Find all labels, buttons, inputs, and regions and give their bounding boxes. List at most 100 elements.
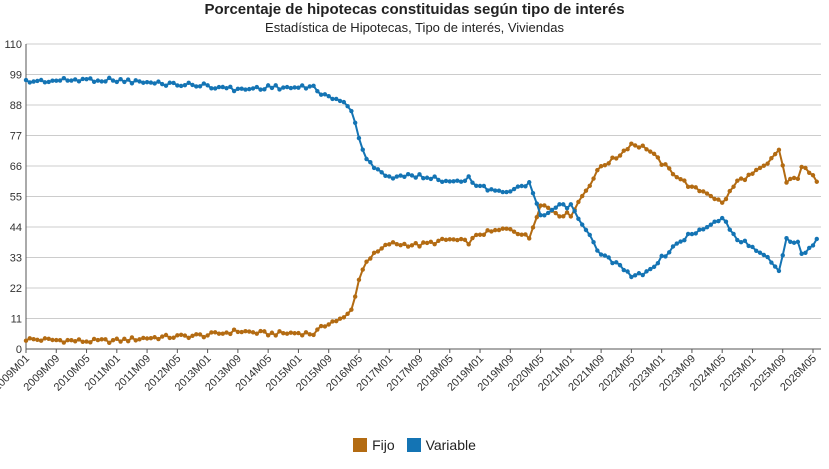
data-point-fijo xyxy=(99,337,104,342)
data-point-fijo xyxy=(644,147,649,152)
data-point-variable xyxy=(80,76,85,82)
data-point-fijo xyxy=(648,149,653,154)
legend-item-fijo[interactable]: Fijo xyxy=(353,437,395,453)
data-point-variable xyxy=(269,85,275,91)
data-point-fijo xyxy=(746,172,751,178)
data-point-fijo xyxy=(723,196,729,202)
data-point-fijo xyxy=(814,179,819,184)
data-point-variable xyxy=(107,75,112,81)
data-point-fijo xyxy=(731,184,736,189)
data-point-variable xyxy=(735,237,740,243)
data-point-fijo xyxy=(186,335,191,341)
data-point-fijo xyxy=(462,237,468,243)
data-point-fijo xyxy=(508,227,513,232)
data-point-variable xyxy=(258,87,263,92)
data-point-variable xyxy=(508,189,513,194)
data-point-variable xyxy=(746,243,751,249)
data-point-fijo xyxy=(201,334,207,340)
data-point-variable xyxy=(394,174,399,179)
data-point-fijo xyxy=(716,197,721,202)
data-point-fijo xyxy=(375,249,381,254)
data-point-fijo xyxy=(436,238,441,243)
data-point-fijo xyxy=(481,232,487,237)
data-point-variable xyxy=(99,79,104,84)
legend-item-variable[interactable]: Variable xyxy=(406,437,476,453)
data-point-variable xyxy=(409,173,415,178)
data-point-variable xyxy=(466,174,471,179)
data-point-fijo xyxy=(46,336,51,341)
data-point-variable xyxy=(576,216,581,222)
data-point-variable xyxy=(742,238,748,244)
data-point-fijo xyxy=(587,183,592,189)
data-point-variable xyxy=(231,88,237,94)
data-point-fijo xyxy=(545,205,551,210)
data-point-variable xyxy=(405,171,411,177)
data-point-variable xyxy=(292,85,297,90)
data-point-fijo xyxy=(171,335,176,340)
data-point-variable xyxy=(492,188,498,193)
data-point-fijo xyxy=(477,232,483,237)
data-point-variable xyxy=(814,236,819,242)
data-point-variable xyxy=(629,274,634,280)
data-point-fijo xyxy=(629,141,634,146)
data-point-variable xyxy=(360,147,365,152)
data-point-variable xyxy=(125,77,131,82)
data-point-variable xyxy=(273,83,278,88)
data-point-variable xyxy=(194,84,199,89)
data-point-variable xyxy=(144,80,150,85)
data-point-fijo xyxy=(387,242,392,247)
data-point-variable xyxy=(334,96,339,102)
data-point-variable xyxy=(65,78,70,83)
data-point-variable xyxy=(617,262,623,268)
legend-label-fijo: Fijo xyxy=(372,437,395,453)
data-point-variable xyxy=(356,135,362,141)
data-point-fijo xyxy=(110,337,116,343)
data-point-fijo xyxy=(682,178,687,183)
data-point-variable xyxy=(704,224,710,230)
data-point-variable xyxy=(42,80,48,85)
y-tick-label: 22 xyxy=(10,283,22,295)
data-point-variable xyxy=(496,188,502,193)
data-point-fijo xyxy=(515,231,521,237)
data-point-variable xyxy=(197,84,203,89)
data-point-fijo xyxy=(769,155,774,161)
data-point-fijo xyxy=(750,171,755,176)
data-point-variable xyxy=(156,79,161,84)
data-point-fijo xyxy=(807,170,812,175)
data-point-fijo xyxy=(614,156,619,161)
data-point-variable xyxy=(780,253,785,258)
data-point-variable xyxy=(776,268,782,274)
y-tick-label: 55 xyxy=(10,192,22,204)
data-point-variable xyxy=(791,240,797,245)
data-point-variable xyxy=(667,250,672,255)
data-point-variable xyxy=(114,79,120,85)
data-point-variable xyxy=(190,82,195,88)
data-point-fijo xyxy=(352,294,358,299)
data-point-fijo xyxy=(735,178,740,183)
data-point-variable xyxy=(640,272,645,278)
y-tick-label: 99 xyxy=(10,70,22,82)
data-point-fijo xyxy=(553,210,558,216)
data-point-variable xyxy=(440,179,445,185)
data-point-variable xyxy=(644,269,649,274)
data-point-variable xyxy=(349,108,354,114)
data-point-variable xyxy=(663,254,668,259)
data-point-fijo xyxy=(636,145,642,150)
data-point-fijo xyxy=(371,250,377,256)
data-point-variable xyxy=(72,77,78,82)
data-point-fijo xyxy=(409,243,415,248)
data-point-fijo xyxy=(402,241,407,247)
data-point-variable xyxy=(368,160,373,165)
data-point-variable xyxy=(160,81,165,87)
data-point-variable xyxy=(432,174,437,179)
data-point-variable xyxy=(727,227,732,232)
data-point-fijo xyxy=(443,237,449,243)
data-point-fijo xyxy=(379,246,384,251)
data-point-fijo xyxy=(598,163,604,169)
data-point-fijo xyxy=(61,340,67,345)
data-point-variable xyxy=(413,175,418,180)
data-point-variable xyxy=(243,87,248,92)
data-point-variable xyxy=(46,79,51,85)
data-point-fijo xyxy=(57,337,63,343)
data-point-variable xyxy=(322,92,328,97)
